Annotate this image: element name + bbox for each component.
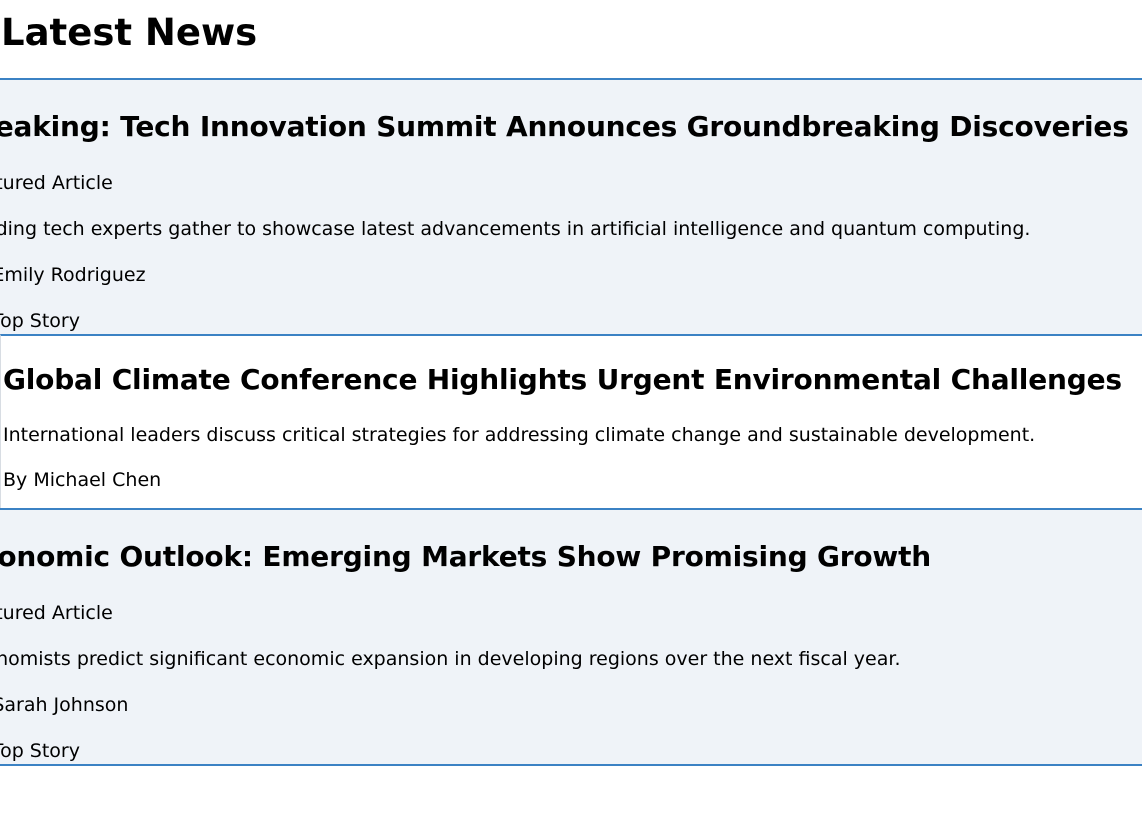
featured-tag: Featured Article: [0, 602, 113, 624]
article-byline: By Sarah Johnson: [0, 694, 129, 716]
article-headline[interactable]: Global Climate Conference Highlights Urg…: [3, 363, 1122, 396]
featured-tag: Featured Article: [0, 172, 113, 194]
top-story-badge: 🔥 Top Story: [0, 310, 80, 332]
article-headline[interactable]: Economic Outlook: Emerging Markets Show …: [0, 540, 931, 573]
article-summary: Leading tech experts gather to showcase …: [0, 218, 1031, 240]
top-story-badge: 🔥 Top Story: [0, 740, 80, 762]
article-byline: By Michael Chen: [3, 469, 162, 491]
article-card-featured[interactable]: Economic Outlook: Emerging Markets Show …: [0, 508, 1142, 766]
article-byline: By Emily Rodriguez: [0, 264, 146, 286]
article-summary: Economists predict significant economic …: [0, 648, 901, 670]
article-card[interactable]: Global Climate Conference Highlights Urg…: [0, 334, 1142, 510]
article-summary: International leaders discuss critical s…: [3, 424, 1036, 446]
page-title: Latest News: [1, 11, 258, 54]
article-card-featured[interactable]: Breaking: Tech Innovation Summit Announc…: [0, 78, 1142, 336]
article-headline[interactable]: Breaking: Tech Innovation Summit Announc…: [0, 110, 1129, 143]
